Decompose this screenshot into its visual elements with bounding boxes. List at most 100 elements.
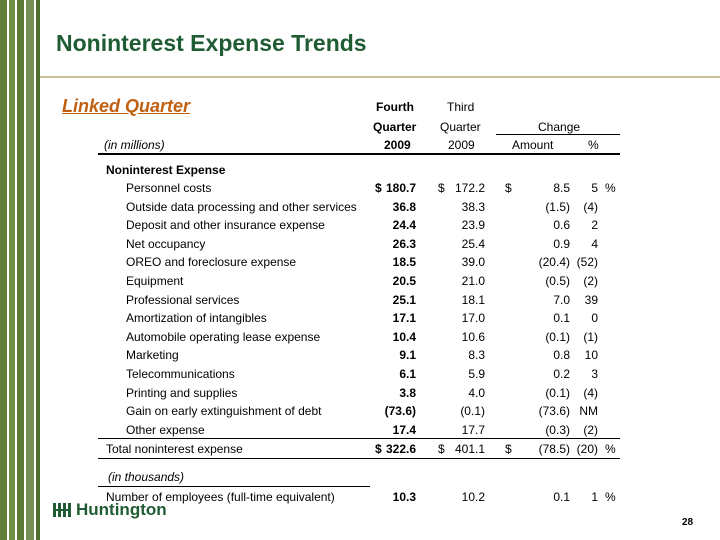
row-q3: 4.0 [468,385,485,400]
decor-stripe [36,0,40,540]
employees-pct-suffix: % [605,490,616,504]
row-pct: 4 [591,236,598,251]
row-label: Personnel costs [126,181,212,195]
row-amt: (73.6) [538,404,570,419]
total-amt: (78.5) [538,442,570,456]
row-amt: 0.6 [553,218,570,233]
row-label: Outside data processing and other servic… [126,199,357,214]
total-label: Total noninterest expense [106,442,243,456]
header-third: Third [447,100,475,114]
total-q4-prefix: $ [375,442,382,456]
row-amt: (20.4) [538,255,570,270]
header-fourth: Fourth [376,100,414,114]
units-label: (in millions) [104,138,165,152]
row-pct: (52) [576,255,598,270]
row-amt: 0.8 [553,348,570,363]
row-label: Marketing [126,348,179,363]
row-pct: (2) [583,422,598,437]
row-pct: 2 [591,218,598,233]
row-label: Other expense [126,422,205,437]
row-pct: 39 [584,292,598,307]
row-q4: 26.3 [392,236,416,251]
total-q3-prefix: $ [438,442,445,456]
row-amt: 0.2 [553,367,570,381]
total-pct: (20) [576,442,598,456]
total-amt-prefix: $ [505,442,512,456]
header-quarter-bold: Quarter [373,120,417,134]
row-pct: 10 [584,348,598,363]
row-pct: (4) [583,385,598,400]
row-q4: 10.4 [392,329,416,344]
employees-pct: 1 [591,490,598,504]
row-amt: (0.1) [545,385,570,400]
row-q3: 21.0 [461,274,485,288]
logo-text: Huntington [76,500,167,519]
row-amt-prefix: $ [505,181,512,195]
row-pct: 0 [591,311,598,326]
total-bottom-rule [98,458,620,459]
row-amt: (0.1) [545,329,570,344]
row-amt: (0.5) [545,274,570,288]
row-q4: 18.5 [392,255,416,270]
row-q4-prefix: $ [375,181,382,195]
title-divider [40,76,720,78]
header-year-bold: 2009 [384,138,411,152]
row-q4: 20.5 [392,274,416,288]
row-q4: 6.1 [399,367,416,381]
row-q4: 9.1 [399,348,416,363]
row-q3-prefix: $ [438,181,445,195]
decor-stripe [26,0,34,540]
employees-rule [98,486,370,487]
row-q4: 17.4 [392,422,416,437]
row-q3: (0.1) [460,404,485,419]
row-amt: 0.9 [553,236,570,251]
subtitle: Linked Quarter [62,96,191,116]
page-title: Noninterest Expense Trends [56,30,367,56]
header-amount: Amount [512,138,554,152]
row-amt: 7.0 [553,292,570,307]
row-pct: (2) [583,274,598,288]
row-label: Gain on early extinguishment of debt [126,404,322,419]
row-q4: (73.6) [384,404,416,419]
huntington-logo: Huntington [52,500,167,520]
row-q3: 8.3 [468,348,485,363]
row-q4: 24.4 [392,218,416,233]
row-amt: (0.3) [545,422,570,437]
row-pct: (1) [583,329,598,344]
row-q3: 18.1 [461,292,485,307]
employees-q4: 10.3 [392,490,416,504]
row-pct: (4) [583,199,598,214]
huntington-logo-icon [53,503,71,517]
employees-units: (in thousands) [108,470,185,484]
row-q4: 36.8 [392,199,416,214]
row-q3: 38.3 [461,199,485,214]
row-q4: 17.1 [392,311,416,326]
row-q3: 17.0 [461,311,485,326]
header-year: 2009 [448,138,475,152]
row-label: Printing and supplies [126,385,238,400]
row-amt: 0.1 [553,311,570,326]
row-q3: 25.4 [461,236,485,251]
row-label: Deposit and other insurance expense [126,218,325,233]
row-q4: 3.8 [399,385,416,400]
total-top-rule [98,438,620,439]
header-change: Change [538,120,581,134]
row-q3: 23.9 [461,218,485,233]
row-q3: 5.9 [468,367,485,381]
row-amt: (1.5) [545,199,570,214]
row-q3: 172.2 [454,181,485,195]
row-pct-suffix: % [605,181,616,195]
header-pct: % [588,138,599,152]
decor-stripe [9,0,15,540]
decor-stripe [0,0,7,540]
header-quarter: Quarter [440,120,481,134]
row-label: OREO and foreclosure expense [126,255,297,270]
decor-stripe [17,0,24,540]
header-divider [98,153,620,155]
row-label: Automobile operating lease expense [126,329,321,344]
row-q3: 39.0 [461,255,485,270]
row-label: Professional services [126,292,240,307]
employees-q3: 10.2 [461,490,485,504]
row-pct: 3 [591,367,598,381]
change-underline [496,134,620,135]
